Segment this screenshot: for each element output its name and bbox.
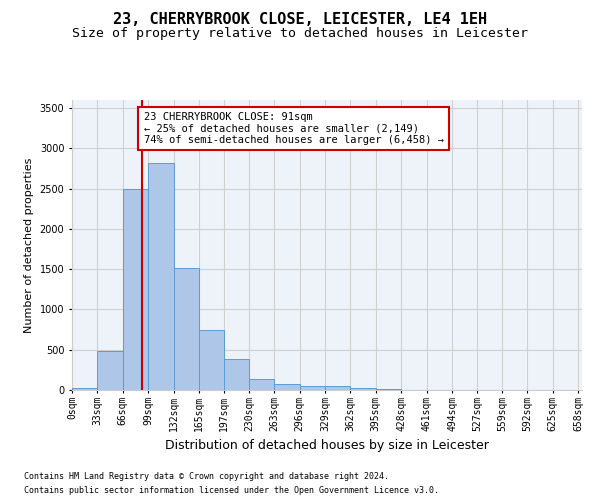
- Text: Size of property relative to detached houses in Leicester: Size of property relative to detached ho…: [72, 28, 528, 40]
- Bar: [299, 386, 325, 390]
- Y-axis label: Number of detached properties: Number of detached properties: [24, 158, 34, 332]
- Bar: [123, 188, 148, 390]
- Text: Contains public sector information licensed under the Open Government Licence v3: Contains public sector information licen…: [24, 486, 439, 495]
- Bar: [274, 384, 299, 390]
- Bar: [148, 163, 173, 390]
- Bar: [72, 388, 97, 390]
- Bar: [173, 268, 199, 390]
- Text: Contains HM Land Registry data © Crown copyright and database right 2024.: Contains HM Land Registry data © Crown c…: [24, 472, 389, 481]
- Text: 23 CHERRYBROOK CLOSE: 91sqm
← 25% of detached houses are smaller (2,149)
74% of : 23 CHERRYBROOK CLOSE: 91sqm ← 25% of det…: [143, 112, 443, 146]
- X-axis label: Distribution of detached houses by size in Leicester: Distribution of detached houses by size …: [165, 439, 489, 452]
- Text: 23, CHERRYBROOK CLOSE, LEICESTER, LE4 1EH: 23, CHERRYBROOK CLOSE, LEICESTER, LE4 1E…: [113, 12, 487, 28]
- Bar: [224, 359, 249, 390]
- Bar: [376, 389, 401, 390]
- Bar: [199, 330, 224, 390]
- Bar: [325, 386, 350, 390]
- Bar: [97, 352, 123, 390]
- Bar: [249, 378, 274, 390]
- Bar: [350, 388, 376, 390]
